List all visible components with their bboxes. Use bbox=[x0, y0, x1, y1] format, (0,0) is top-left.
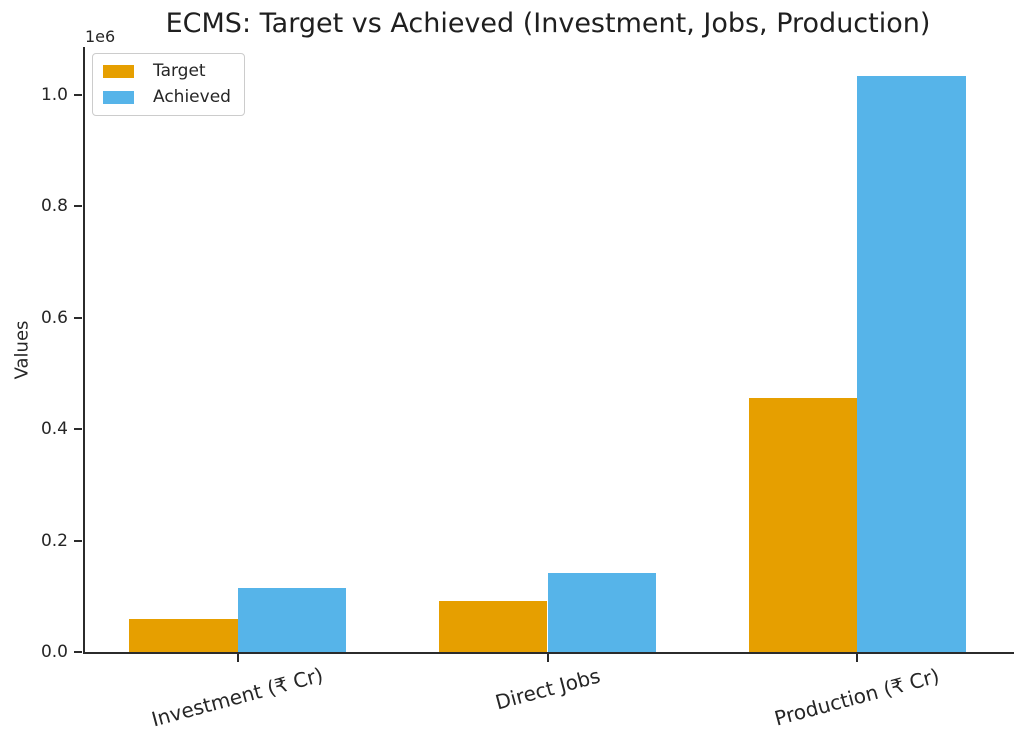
legend-label-achieved: Achieved bbox=[153, 87, 231, 107]
y-axis-offset-label: 1e6 bbox=[85, 27, 116, 46]
y-tick-label: 1.0 bbox=[40, 84, 68, 105]
y-tick-mark bbox=[74, 205, 82, 208]
x-tick-mark bbox=[236, 654, 239, 662]
legend-entry-target: Target bbox=[103, 62, 231, 81]
legend: Target Achieved bbox=[92, 53, 245, 116]
bar-target-2 bbox=[439, 600, 548, 652]
x-tick-label: Production (₹ Cr) bbox=[771, 663, 943, 731]
x-tick-label: Investment (₹ Cr) bbox=[149, 663, 326, 732]
y-tick-mark bbox=[74, 316, 82, 319]
plot-area bbox=[83, 47, 1014, 654]
bar-achieved-1 bbox=[237, 587, 347, 652]
x-tick-mark bbox=[856, 654, 859, 662]
legend-swatch-achieved bbox=[103, 91, 134, 104]
y-tick-label: 0.6 bbox=[40, 307, 68, 328]
bar-target-1 bbox=[129, 618, 238, 652]
bar-achieved-3 bbox=[857, 75, 966, 652]
y-tick-mark bbox=[74, 539, 82, 542]
y-tick-mark bbox=[74, 651, 82, 653]
legend-entry-achieved: Achieved bbox=[103, 88, 231, 107]
legend-label-target: Target bbox=[153, 61, 206, 81]
y-tick-mark bbox=[74, 428, 82, 431]
y-tick-mark bbox=[74, 93, 82, 96]
bar-target-3 bbox=[748, 397, 858, 652]
y-tick-label: 0.0 bbox=[40, 642, 68, 662]
legend-swatch-target bbox=[103, 65, 134, 78]
chart-title: ECMS: Target vs Achieved (Investment, Jo… bbox=[165, 8, 931, 39]
x-tick-mark bbox=[546, 654, 549, 662]
y-tick-label: 0.4 bbox=[40, 419, 68, 440]
y-tick-label: 0.2 bbox=[40, 530, 68, 551]
y-tick-label: 0.8 bbox=[40, 196, 68, 217]
bar-achieved-2 bbox=[547, 573, 656, 652]
x-tick-label: Direct Jobs bbox=[492, 663, 603, 715]
